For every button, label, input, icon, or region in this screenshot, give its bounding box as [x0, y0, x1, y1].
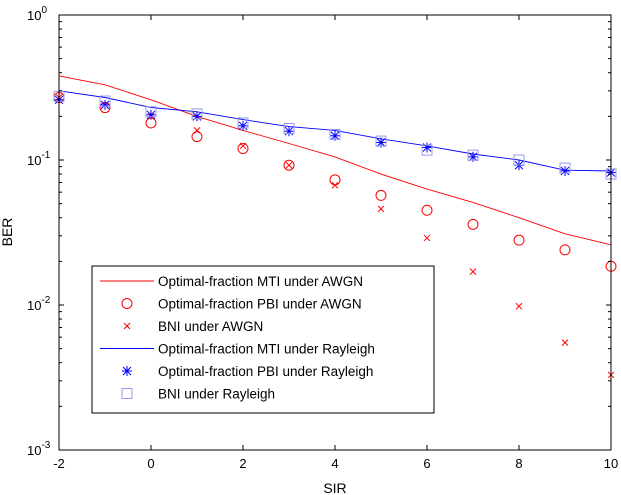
x-tick-label: 10 [604, 456, 618, 471]
data-point [237, 143, 249, 155]
y-tick-label: 100 [27, 5, 47, 23]
data-point [237, 117, 249, 129]
legend-label: BNI under AWGN [158, 319, 263, 334]
data-point [421, 144, 433, 156]
legend-entry: Optimal-fraction MTI under Rayleigh [100, 342, 375, 357]
legend-entry: Optimal-fraction PBI under Rayleigh [122, 364, 373, 379]
data-point [331, 181, 339, 189]
marker-stroke [423, 234, 431, 242]
legend-label: Optimal-fraction MTI under AWGN [158, 274, 363, 289]
data-point [467, 218, 479, 230]
data-point [283, 122, 295, 134]
x-tick-label: 2 [239, 456, 246, 471]
x-tick-label: -2 [53, 456, 65, 471]
series-line [58, 90, 612, 172]
marker-stroke [561, 339, 569, 347]
y-tick-base: 10 [27, 153, 41, 168]
data-point [467, 149, 479, 161]
data-point [239, 142, 247, 150]
data-point [515, 302, 523, 310]
marker-stroke [239, 142, 247, 150]
series-0 [58, 75, 612, 246]
data-point [283, 159, 295, 171]
data-point [100, 99, 110, 110]
data-point [422, 142, 432, 153]
data-point [559, 162, 571, 174]
data-point [376, 137, 386, 148]
data-point [423, 234, 431, 242]
marker-stroke [469, 268, 477, 275]
marker-stroke [331, 181, 339, 189]
data-point [285, 161, 293, 169]
legend-entry: Optimal-fraction PBI under AWGN [121, 297, 362, 312]
legend-marker-sample [122, 366, 132, 376]
series-3 [58, 90, 612, 172]
x-tick-label: 0 [147, 456, 154, 471]
legend-marker-sample [121, 298, 133, 309]
x-tick-label: 8 [515, 456, 522, 471]
data-point [330, 130, 340, 141]
x-axis-label: SIR [323, 480, 346, 495]
data-point [561, 339, 569, 347]
series-5 [53, 90, 617, 180]
legend-label: Optimal-fraction PBI under AWGN [158, 297, 362, 312]
x-tick-label: 6 [423, 456, 430, 471]
legend-label: Optimal-fraction PBI under Rayleigh [158, 364, 373, 379]
x-tick-label: 4 [331, 456, 338, 471]
data-point [469, 268, 477, 275]
data-point [375, 189, 387, 201]
y-tick-exponent: -3 [41, 440, 50, 451]
plot-frame [58, 14, 612, 451]
legend: Optimal-fraction MTI under AWGN Optimal-f… [91, 265, 435, 414]
marker-stroke [193, 127, 201, 134]
data-point [560, 165, 570, 176]
data-point [145, 106, 157, 118]
y-tick-exponent: -1 [41, 150, 50, 161]
series-line [58, 75, 612, 246]
data-point [238, 120, 248, 131]
y-tick-base: 10 [27, 443, 41, 458]
data-point [375, 135, 387, 147]
series-4 [54, 94, 616, 178]
legend-entry: BNI under Rayleigh [121, 387, 275, 402]
y-tick-label: 10-3 [27, 440, 51, 458]
y-tick-label: 10-2 [27, 295, 51, 313]
legend-marker-sample [123, 322, 131, 330]
data-point [191, 131, 203, 143]
y-axis-label: BER [0, 218, 15, 247]
legend-box [91, 265, 435, 414]
marker-stroke [285, 161, 293, 169]
data-point [284, 126, 294, 137]
marker-stroke [123, 322, 131, 330]
data-point [193, 127, 201, 134]
legend-marker-sample [121, 388, 133, 399]
data-point [191, 108, 203, 120]
data-point [421, 204, 433, 216]
legend-entry: Optimal-fraction MTI under AWGN [100, 274, 363, 289]
y-tick-exponent: -2 [41, 295, 50, 306]
legend-label: BNI under Rayleigh [158, 387, 275, 402]
data-point [99, 95, 111, 107]
data-point [513, 234, 525, 246]
marker-stroke [515, 302, 523, 310]
y-tick-base: 10 [27, 298, 41, 313]
data-point [377, 205, 385, 213]
legend-label: Optimal-fraction MTI under Rayleigh [158, 342, 375, 357]
y-tick-exponent: 0 [41, 5, 47, 16]
y-tick-label: 10-1 [27, 150, 51, 168]
marker-stroke [377, 205, 385, 213]
legend-entry: BNI under AWGN [123, 319, 263, 334]
data-point [513, 154, 525, 166]
y-tick-base: 10 [27, 8, 41, 23]
data-point [559, 244, 571, 256]
data-point [192, 111, 202, 122]
data-point [329, 128, 341, 140]
data-point [146, 109, 156, 120]
